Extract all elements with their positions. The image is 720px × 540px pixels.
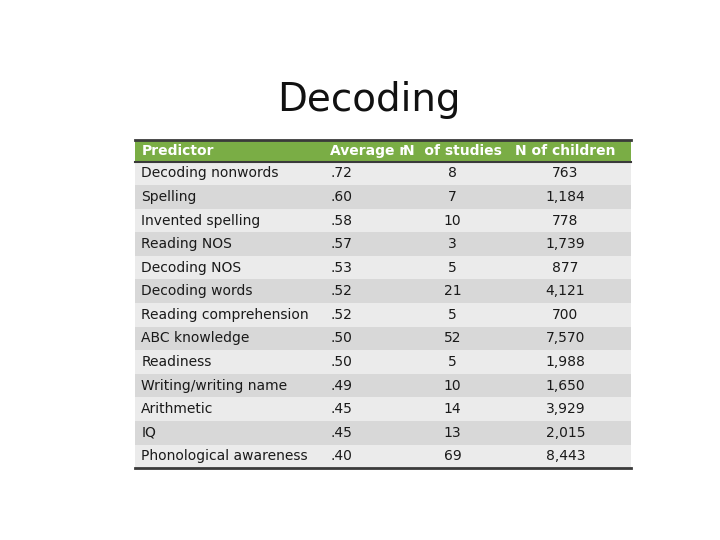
- Text: Writing/writing name: Writing/writing name: [141, 379, 287, 393]
- Bar: [135, 185, 631, 208]
- Bar: [135, 327, 631, 350]
- Text: .53: .53: [330, 261, 352, 275]
- Text: 8: 8: [448, 166, 457, 180]
- Text: 5: 5: [448, 308, 457, 322]
- Bar: [135, 280, 631, 303]
- Text: Invented spelling: Invented spelling: [141, 213, 261, 227]
- Text: 7,570: 7,570: [546, 332, 585, 346]
- Text: .60: .60: [330, 190, 352, 204]
- Text: 1,739: 1,739: [546, 237, 585, 251]
- Text: 877: 877: [552, 261, 579, 275]
- Text: N of children: N of children: [516, 144, 616, 158]
- Text: Decoding NOS: Decoding NOS: [141, 261, 241, 275]
- Bar: [135, 350, 631, 374]
- Text: Readiness: Readiness: [141, 355, 212, 369]
- Text: .45: .45: [330, 402, 352, 416]
- Text: 5: 5: [448, 355, 457, 369]
- Text: IQ: IQ: [141, 426, 156, 440]
- Text: 5: 5: [448, 261, 457, 275]
- Text: 1,184: 1,184: [546, 190, 585, 204]
- Text: .58: .58: [330, 213, 352, 227]
- Text: 4,121: 4,121: [546, 284, 585, 298]
- Text: .52: .52: [330, 308, 352, 322]
- Text: 8,443: 8,443: [546, 449, 585, 463]
- Text: 700: 700: [552, 308, 579, 322]
- Text: 1,650: 1,650: [546, 379, 585, 393]
- Bar: [135, 161, 631, 185]
- Text: Decoding: Decoding: [277, 82, 461, 119]
- Text: .57: .57: [330, 237, 352, 251]
- Text: Reading NOS: Reading NOS: [141, 237, 233, 251]
- Text: 13: 13: [444, 426, 462, 440]
- Text: Arithmetic: Arithmetic: [141, 402, 214, 416]
- Text: Reading comprehension: Reading comprehension: [141, 308, 309, 322]
- Text: 763: 763: [552, 166, 579, 180]
- Text: 3: 3: [448, 237, 457, 251]
- Bar: [135, 444, 631, 468]
- Text: Predictor: Predictor: [141, 144, 214, 158]
- Text: .40: .40: [330, 449, 352, 463]
- Text: Decoding words: Decoding words: [141, 284, 253, 298]
- Text: 778: 778: [552, 213, 579, 227]
- Text: .72: .72: [330, 166, 352, 180]
- Text: .49: .49: [330, 379, 352, 393]
- Bar: [135, 140, 631, 161]
- Text: ABC knowledge: ABC knowledge: [141, 332, 250, 346]
- Text: Phonological awareness: Phonological awareness: [141, 449, 308, 463]
- Text: .50: .50: [330, 355, 352, 369]
- Bar: [135, 208, 631, 232]
- Text: 10: 10: [444, 213, 462, 227]
- Text: 1,988: 1,988: [546, 355, 585, 369]
- Bar: [135, 303, 631, 327]
- Text: Spelling: Spelling: [141, 190, 197, 204]
- Text: 21: 21: [444, 284, 462, 298]
- Text: Average r: Average r: [330, 144, 407, 158]
- Text: .50: .50: [330, 332, 352, 346]
- Text: 14: 14: [444, 402, 462, 416]
- Bar: [135, 374, 631, 397]
- Bar: [135, 256, 631, 280]
- Text: 7: 7: [448, 190, 457, 204]
- Text: .45: .45: [330, 426, 352, 440]
- Bar: [135, 397, 631, 421]
- Text: .52: .52: [330, 284, 352, 298]
- Text: 10: 10: [444, 379, 462, 393]
- Text: 3,929: 3,929: [546, 402, 585, 416]
- Text: 2,015: 2,015: [546, 426, 585, 440]
- Bar: [135, 232, 631, 256]
- Bar: [135, 421, 631, 444]
- Text: 69: 69: [444, 449, 462, 463]
- Text: Decoding nonwords: Decoding nonwords: [141, 166, 279, 180]
- Text: N  of studies: N of studies: [403, 144, 502, 158]
- Text: 52: 52: [444, 332, 462, 346]
